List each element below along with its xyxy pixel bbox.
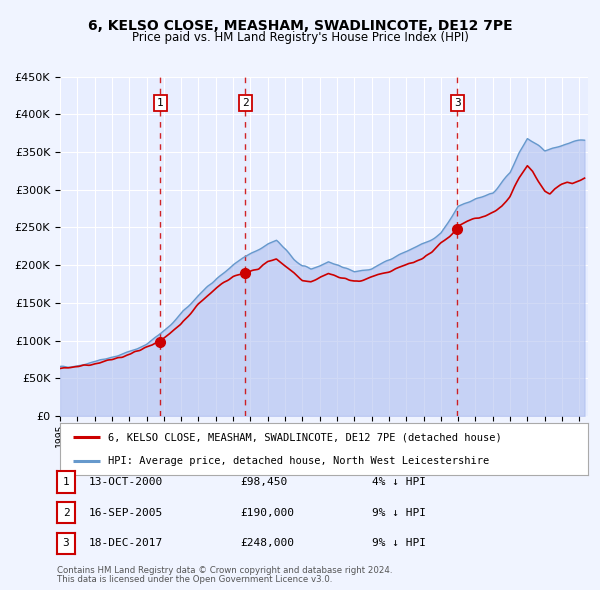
Text: 9% ↓ HPI: 9% ↓ HPI bbox=[372, 508, 426, 517]
Text: HPI: Average price, detached house, North West Leicestershire: HPI: Average price, detached house, Nort… bbox=[107, 456, 489, 466]
Text: 3: 3 bbox=[62, 539, 70, 548]
Text: 18-DEC-2017: 18-DEC-2017 bbox=[89, 539, 163, 548]
Text: Price paid vs. HM Land Registry's House Price Index (HPI): Price paid vs. HM Land Registry's House … bbox=[131, 31, 469, 44]
Text: 2: 2 bbox=[242, 98, 249, 108]
Text: This data is licensed under the Open Government Licence v3.0.: This data is licensed under the Open Gov… bbox=[57, 575, 332, 584]
Text: 6, KELSO CLOSE, MEASHAM, SWADLINCOTE, DE12 7PE (detached house): 6, KELSO CLOSE, MEASHAM, SWADLINCOTE, DE… bbox=[107, 432, 501, 442]
Text: £98,450: £98,450 bbox=[240, 477, 287, 487]
Text: £248,000: £248,000 bbox=[240, 539, 294, 548]
Text: 13-OCT-2000: 13-OCT-2000 bbox=[89, 477, 163, 487]
Text: 2: 2 bbox=[62, 508, 70, 517]
Text: 16-SEP-2005: 16-SEP-2005 bbox=[89, 508, 163, 517]
Text: £190,000: £190,000 bbox=[240, 508, 294, 517]
Text: 6, KELSO CLOSE, MEASHAM, SWADLINCOTE, DE12 7PE: 6, KELSO CLOSE, MEASHAM, SWADLINCOTE, DE… bbox=[88, 19, 512, 33]
Text: Contains HM Land Registry data © Crown copyright and database right 2024.: Contains HM Land Registry data © Crown c… bbox=[57, 566, 392, 575]
Text: 1: 1 bbox=[62, 477, 70, 487]
Text: 1: 1 bbox=[157, 98, 164, 108]
Text: 4% ↓ HPI: 4% ↓ HPI bbox=[372, 477, 426, 487]
Text: 9% ↓ HPI: 9% ↓ HPI bbox=[372, 539, 426, 548]
Text: 3: 3 bbox=[454, 98, 461, 108]
